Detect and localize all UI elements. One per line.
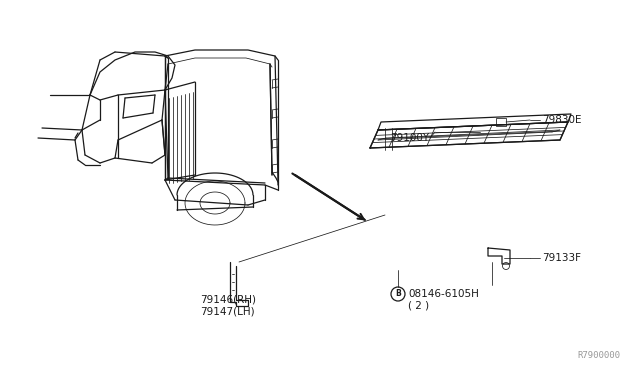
Bar	[496, 118, 506, 126]
Text: 79146(RH): 79146(RH)	[200, 295, 256, 305]
Text: 79147(LH): 79147(LH)	[200, 307, 255, 317]
Text: 79133F: 79133F	[542, 253, 581, 263]
Text: 79830E: 79830E	[542, 115, 582, 125]
Text: R7900000: R7900000	[577, 351, 620, 360]
Text: 08146-6105H: 08146-6105H	[408, 289, 479, 299]
Text: 79100Y: 79100Y	[390, 133, 429, 143]
Text: B: B	[395, 289, 401, 298]
Text: ( 2 ): ( 2 )	[408, 301, 429, 311]
